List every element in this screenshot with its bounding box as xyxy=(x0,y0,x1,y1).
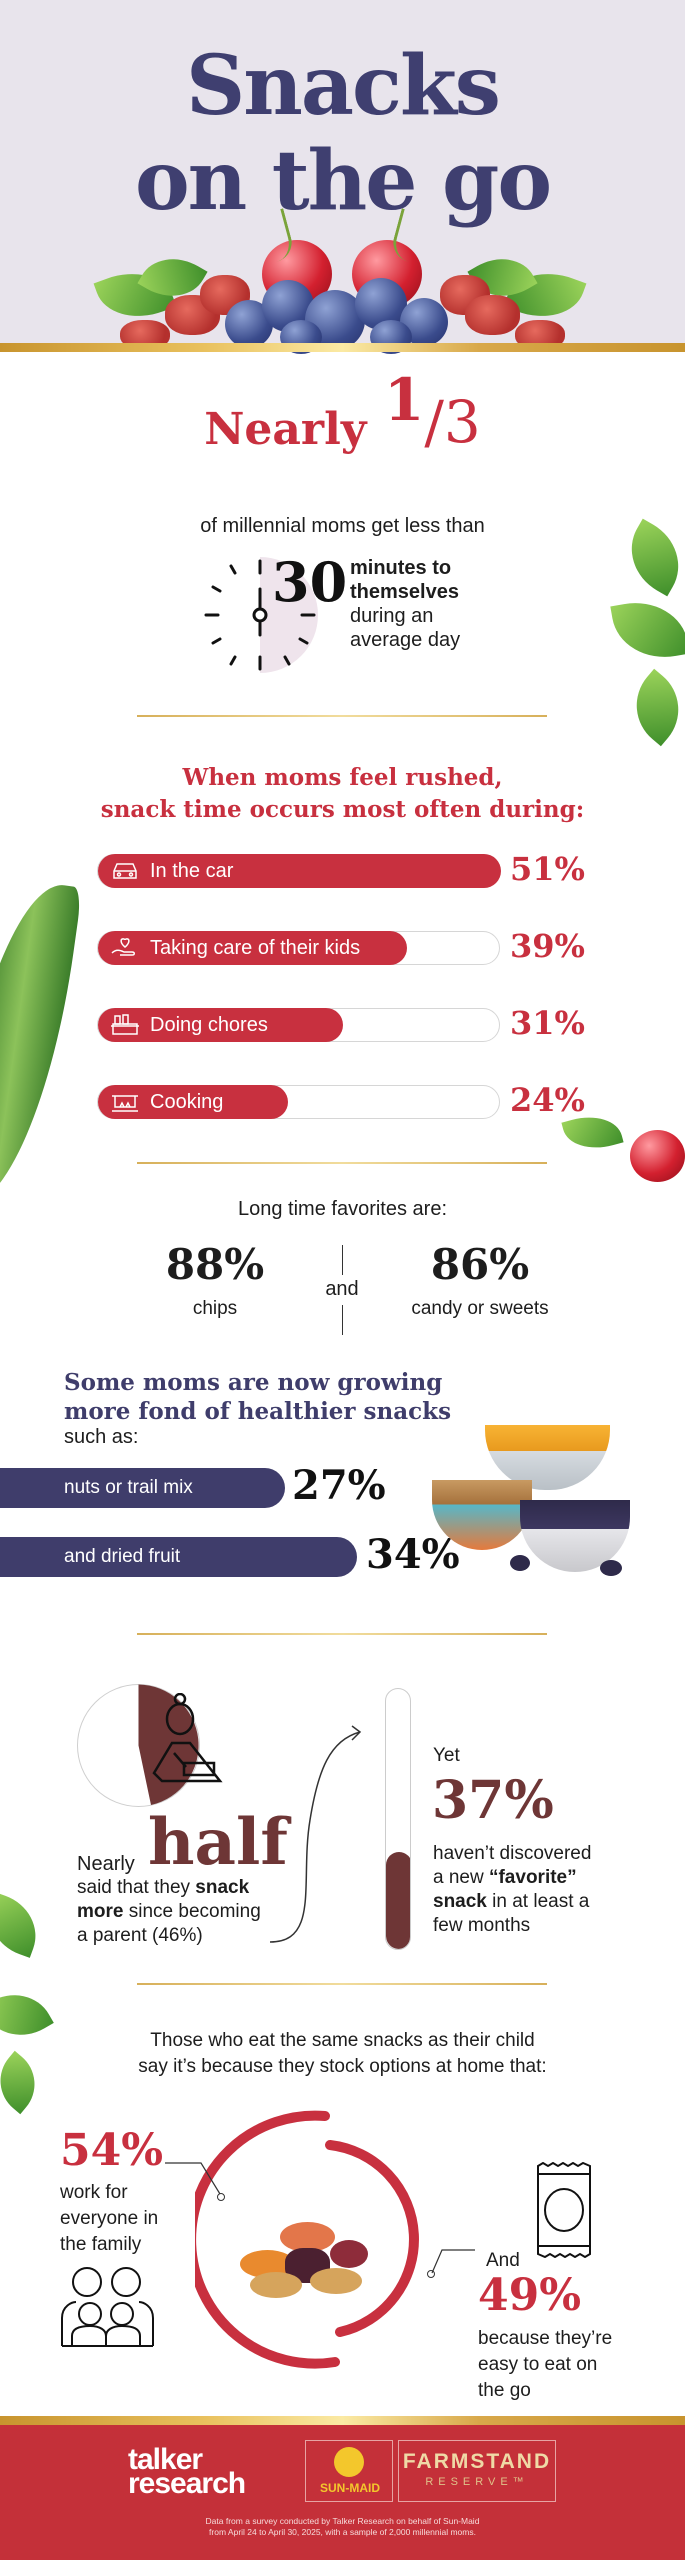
healthier-subheading: such as: xyxy=(64,1426,139,1448)
bar-value: 51% xyxy=(510,850,585,888)
clock-icon xyxy=(200,555,320,675)
dried-fruit-bar: and dried fruit xyxy=(0,1537,357,1577)
bar-value: 31% xyxy=(510,1004,585,1042)
sun-maid-sun-icon xyxy=(334,2447,364,2477)
yet-label: Yet xyxy=(433,1745,460,1766)
stock-heading: Those who eat the same snacks as their c… xyxy=(0,2028,685,2080)
survey-disclaimer: Data from a survey conducted by Talker R… xyxy=(205,2516,480,2537)
minutes-bold-text: minutes to themselves xyxy=(350,557,459,603)
nuts-bar: nuts or trail mix xyxy=(0,1468,285,1508)
percent-description: haven’t discovered a new “favorite” snac… xyxy=(433,1843,592,1936)
thirty-seven-percent: 37% xyxy=(432,1770,554,1831)
healthier-heading-line-1: Some moms are now growing xyxy=(64,1369,443,1396)
minutes-rest-1: during an xyxy=(350,605,434,627)
title-line-2: on the go xyxy=(134,133,552,229)
nearly-word: Nearly xyxy=(204,404,367,455)
fraction-numerator: 1 xyxy=(383,366,425,434)
bar-taking-care-of-kids: Taking care of their kids xyxy=(97,931,500,965)
healthier-heading-line-2: more fond of healthier snacks xyxy=(64,1398,452,1425)
bar-label: Cooking xyxy=(150,1090,224,1113)
family-icon xyxy=(60,2258,155,2348)
gold-divider xyxy=(137,1162,547,1164)
gold-divider xyxy=(137,1983,547,1985)
title-line-1: Snacks xyxy=(186,38,501,134)
cooking-pot-icon xyxy=(112,1095,138,1112)
bar-fill: Doing chores xyxy=(98,1008,343,1042)
right-description: because they’re easy to eat on the go xyxy=(478,2328,613,2401)
car-icon xyxy=(113,863,137,879)
fraction-denominator: /3 xyxy=(424,388,481,456)
leader-dot xyxy=(217,2193,225,2201)
leader-dot xyxy=(427,2270,435,2278)
big-leaf-decoration xyxy=(0,875,83,1215)
favorites-heading: Long time favorites are: xyxy=(238,1198,447,1220)
mom-snacking-icon xyxy=(150,1692,230,1783)
gold-divider-footer xyxy=(0,2416,685,2425)
leader-line-right xyxy=(430,2247,475,2277)
cleaning-basket-icon xyxy=(111,1014,139,1035)
gold-divider-header xyxy=(0,343,685,352)
forty-nine-percent: 49% xyxy=(478,2270,582,2321)
left-description: work for everyone in the family xyxy=(60,2182,159,2255)
bar-label: In the car xyxy=(150,859,234,882)
talker-research-logo: talker research xyxy=(128,2443,246,2500)
half-description: said that they snack more since becoming… xyxy=(77,1877,261,1946)
bar-label: Taking care of their kids xyxy=(150,936,361,959)
bar-label: Doing chores xyxy=(150,1013,268,1036)
bar-in-the-car: In the car xyxy=(97,854,501,888)
half-prefix: Nearly xyxy=(77,1853,135,1875)
rushed-heading: When moms feel rushed, snack time occurs… xyxy=(0,762,685,826)
nuts-percent: 27% xyxy=(292,1462,386,1509)
minutes-rest-2: average day xyxy=(350,629,461,651)
and-connector: and xyxy=(325,1278,359,1300)
farmstand-reserve-logo: FARMSTAND RESERVE™ xyxy=(398,2440,556,2502)
stock-heading-line-1: Those who eat the same snacks as their c… xyxy=(150,2030,535,2051)
dried-fruit-label: and dried fruit xyxy=(64,1546,181,1567)
gauge-fill xyxy=(386,1852,410,1949)
rushed-heading-line-2: snack time occurs most often during: xyxy=(100,796,585,823)
bar-value: 24% xyxy=(510,1081,585,1119)
healthier-heading: Some moms are now growing more fond of h… xyxy=(64,1368,451,1426)
bar-doing-chores: Doing chores xyxy=(97,1008,500,1042)
gold-divider xyxy=(137,1633,547,1635)
candy-percent: 86% xyxy=(430,1240,530,1289)
fifty-four-percent: 54% xyxy=(60,2125,164,2176)
bar-fill: Cooking xyxy=(98,1085,288,1119)
half-word: half xyxy=(148,1805,288,1880)
and-prefix: And xyxy=(486,2250,520,2271)
time-subtext: of millennial moms get less than xyxy=(200,515,485,537)
divider-line xyxy=(342,1305,343,1335)
sun-maid-logo-frame: SUN-MAID xyxy=(305,2440,393,2502)
nuts-label: nuts or trail mix xyxy=(64,1477,193,1498)
bar-fill: In the car xyxy=(98,854,501,888)
snack-pack-icon xyxy=(535,2161,593,2259)
curved-arrow-icon xyxy=(260,1720,370,1950)
minutes-number: 30 xyxy=(272,550,348,614)
sun-maid-wordmark: SUN-MAID xyxy=(320,2481,380,2495)
dried-fruit-percent: 34% xyxy=(366,1531,460,1578)
divider-line xyxy=(342,1245,343,1275)
bar-value: 39% xyxy=(510,927,585,965)
leader-line-left xyxy=(165,2160,225,2200)
trail-mix-illustration xyxy=(230,2210,370,2305)
thermometer-gauge xyxy=(385,1688,411,1950)
bar-cooking: Cooking xyxy=(97,1085,500,1119)
bar-fill: Taking care of their kids xyxy=(98,931,407,965)
one-third-headline: Nearly 1/3 xyxy=(0,366,685,456)
heart-hand-icon xyxy=(111,938,135,956)
stock-heading-line-2: say it’s because they stock options at h… xyxy=(138,2056,547,2077)
rushed-heading-line-1: When moms feel rushed, xyxy=(182,764,503,791)
chips-label: chips xyxy=(192,1298,238,1319)
candy-label: candy or sweets xyxy=(411,1298,549,1319)
gold-divider xyxy=(137,715,547,717)
chips-percent: 88% xyxy=(165,1240,265,1289)
